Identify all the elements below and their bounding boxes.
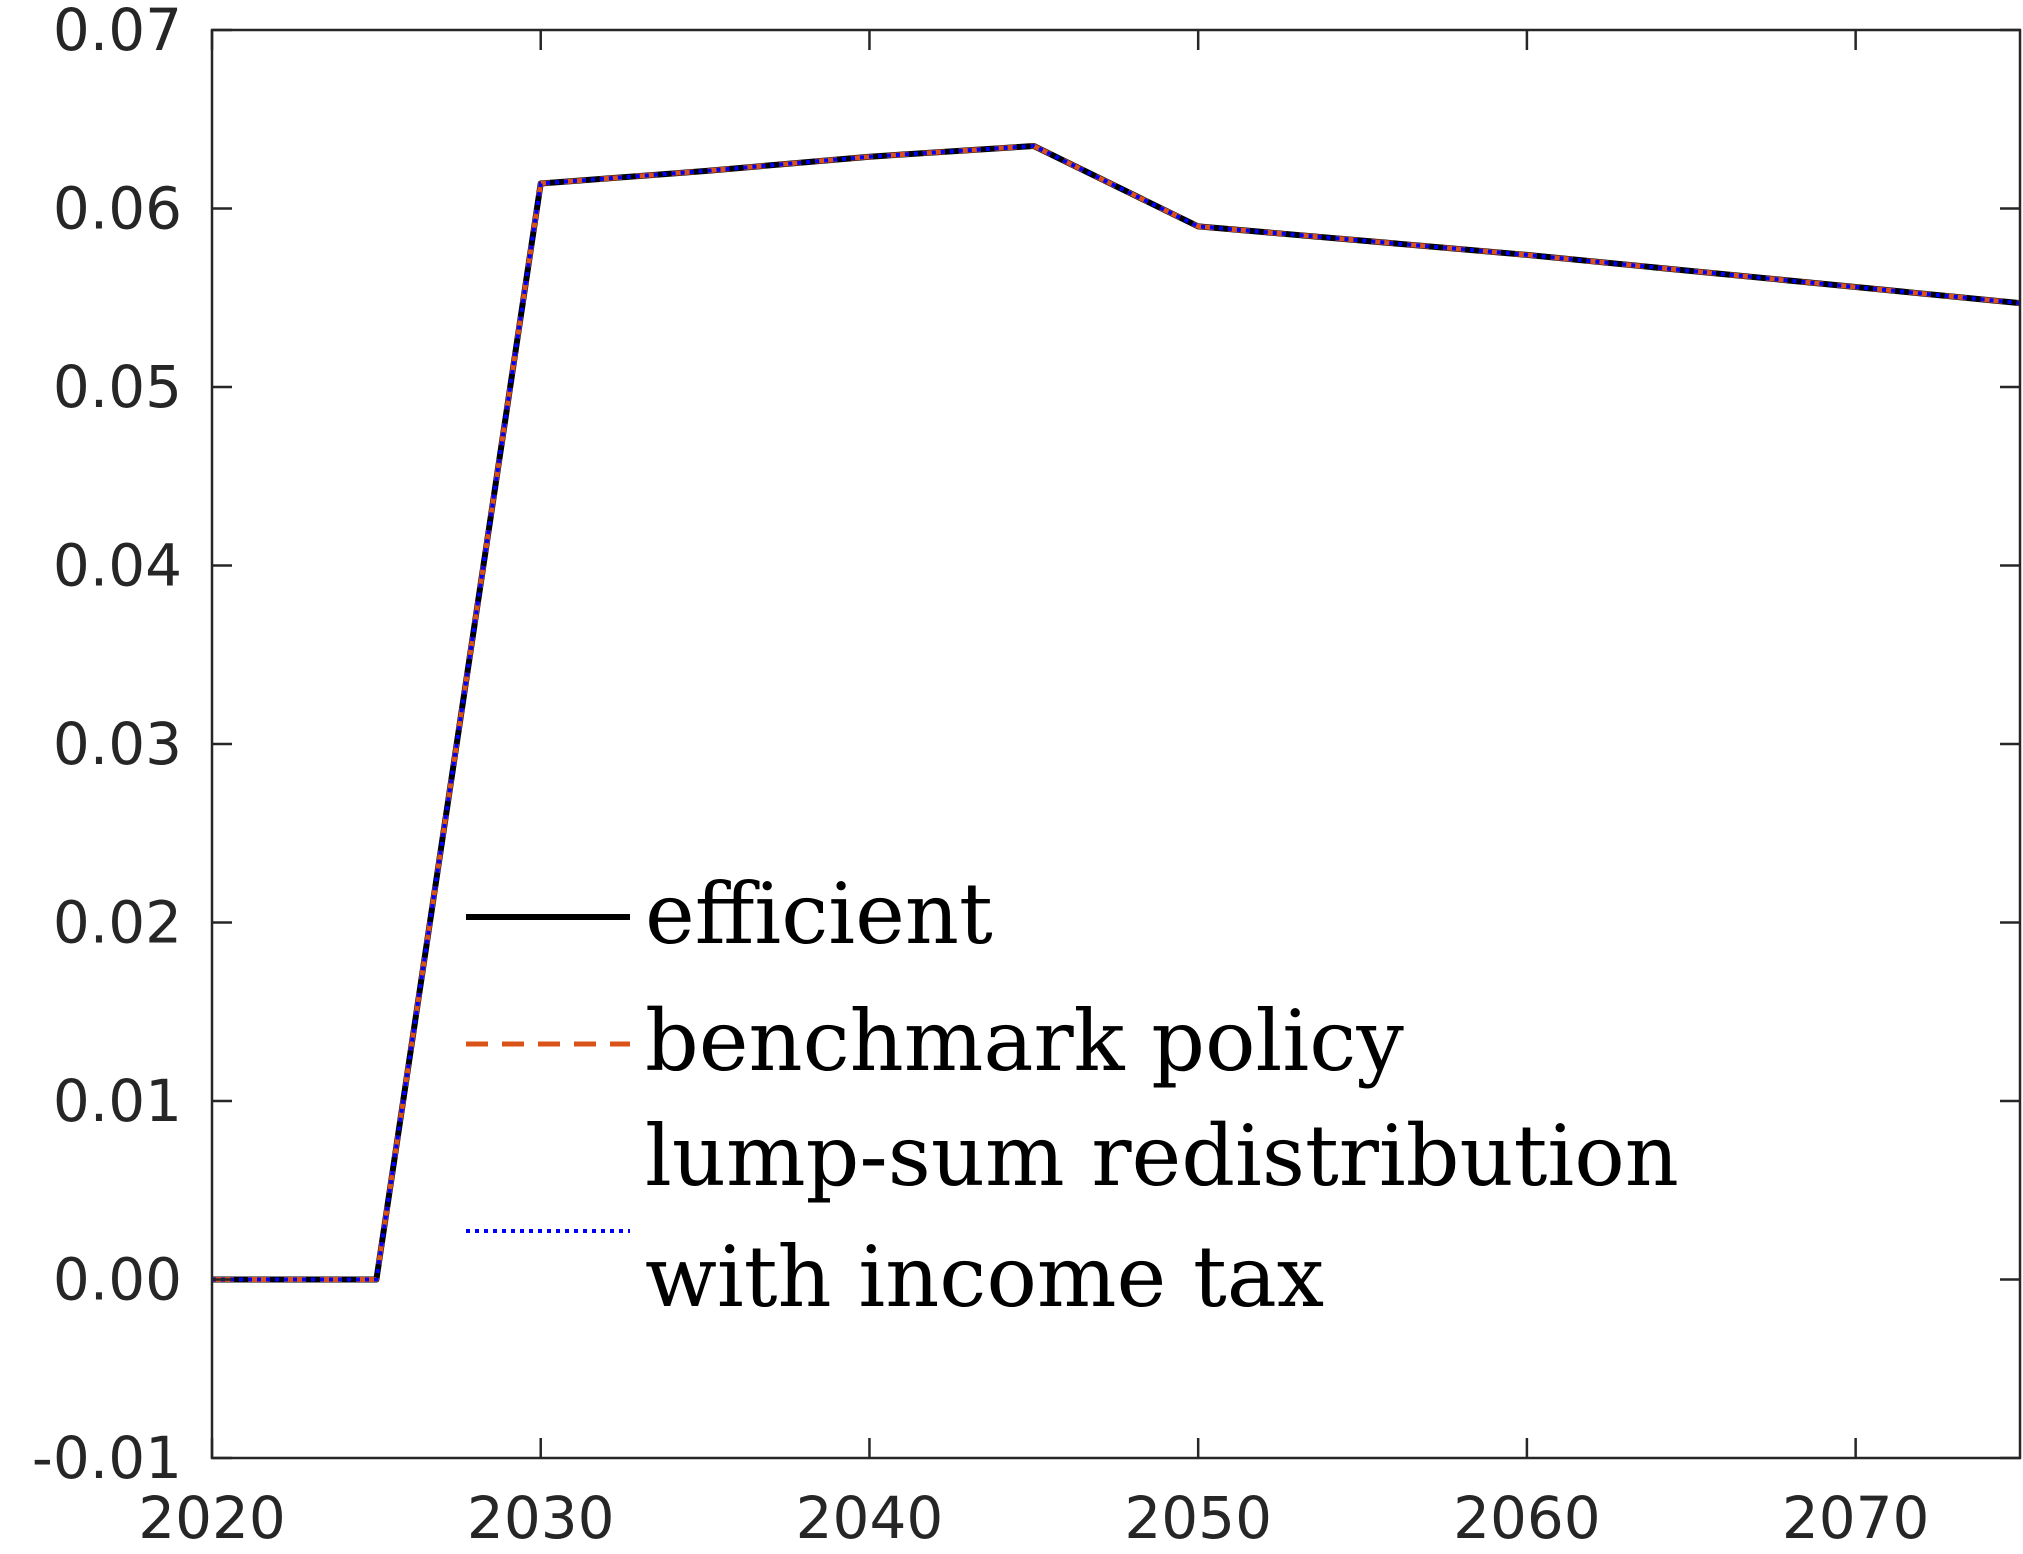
legend-label-2: benchmark policy (645, 992, 1404, 1090)
x-tick-label: 2040 (796, 1484, 944, 1552)
series-line-2 (212, 143, 2021, 1282)
legend: efficient benchmark policy lump-sum redist… (466, 865, 1679, 1326)
x-tick-label: 2060 (1453, 1484, 1601, 1552)
x-tick-label: 2050 (1124, 1484, 1272, 1552)
y-tick-label: -0.01 (32, 1424, 182, 1492)
y-tick-label: 0.00 (53, 1246, 182, 1314)
y-tick-label: 0.03 (53, 710, 182, 778)
y-tick-label: 0.07 (53, 0, 182, 64)
x-tick-label: 2020 (138, 1484, 286, 1552)
x-tick-label: 2030 (467, 1484, 615, 1552)
y-tick-label: 0.02 (53, 889, 182, 957)
y-tick-label: 0.06 (53, 175, 182, 243)
y-tick-label: 0.04 (53, 532, 182, 600)
x-tick-label: 2070 (1782, 1484, 1930, 1552)
legend-label-3: with income tax (645, 1228, 1324, 1326)
legend-label-1: efficient (645, 865, 993, 963)
series-layer (212, 143, 2021, 1283)
y-tick-label: 0.01 (53, 1067, 182, 1135)
y-tick-label: 0.05 (53, 353, 182, 421)
legend-label-3: lump-sum redistribution (645, 1107, 1679, 1205)
axes: 2020 2030 2040 2050 2060 2070 -0.01 0.00 0.01 0.0… (32, 0, 2022, 1552)
